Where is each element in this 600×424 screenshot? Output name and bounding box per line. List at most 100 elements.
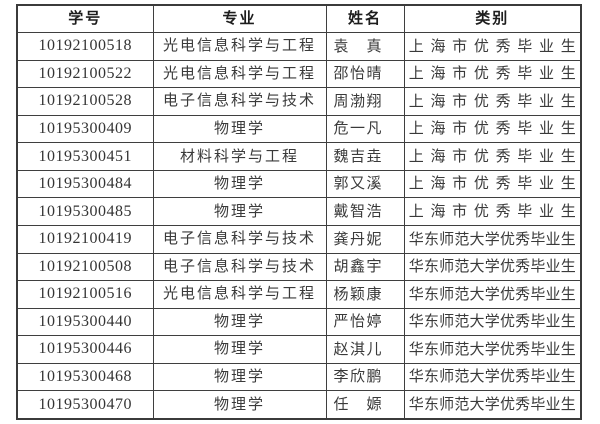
header-row: 学号 专业 姓名 类别 [16,4,582,33]
name-cell: 周渤翔 [325,87,405,116]
name-cell: 严怡婷 [325,307,405,337]
student-id-cell: 10195300409 [16,114,154,144]
table-row: 10192100528 电子信息科学与技术 周渤翔 上海市优秀毕业生 [16,87,582,116]
major-cell: 物理学 [152,307,327,337]
category-cell-text: 华东师范大学优秀毕业生 [408,341,576,358]
category-cell-text: 上海市优秀毕业生 [408,176,576,193]
category-cell-text: 上海市优秀毕业生 [408,203,576,220]
name-cell-text: 赵淇儿 [333,341,382,358]
category-cell: 上海市优秀毕业生 [403,114,582,144]
table-row: 10195300451 材料科学与工程 魏吉垚 上海市优秀毕业生 [16,142,582,171]
category-cell-text: 上海市优秀毕业生 [408,93,576,110]
category-cell-text: 上海市优秀毕业生 [408,148,576,165]
name-cell: 赵淇儿 [325,335,405,364]
table-row: 10195300470 物理学 任嫄 华东师范大学优秀毕业生 [16,390,582,420]
name-cell: 杨颖康 [325,280,405,309]
name-cell-text: 邵怡晴 [333,66,382,83]
header-category: 类别 [403,4,582,33]
category-cell: 上海市优秀毕业生 [403,197,582,226]
category-cell: 华东师范大学优秀毕业生 [403,335,582,364]
name-cell: 胡鑫宇 [325,252,405,282]
student-id-cell: 10192100419 [16,224,154,254]
table-row: 10195300485 物理学 戴智浩 上海市优秀毕业生 [16,197,582,226]
name-cell-text: 严怡婷 [333,314,382,331]
table-row: 10195300468 物理学 李欣鹏 华东师范大学优秀毕业生 [16,362,582,392]
table-row: 10195300484 物理学 郭又溪 上海市优秀毕业生 [16,169,582,199]
category-cell-text: 华东师范大学优秀毕业生 [408,286,576,303]
category-cell: 上海市优秀毕业生 [403,59,582,89]
student-id-cell: 10195300484 [16,169,154,199]
major-cell: 光电信息科学与工程 [152,32,327,61]
major-cell: 电子信息科学与技术 [152,224,327,254]
student-id-cell: 10195300451 [16,142,154,171]
name-cell: 李欣鹏 [325,362,405,392]
student-id-cell: 10195300470 [16,390,154,420]
major-cell: 电子信息科学与技术 [152,87,327,116]
category-cell: 上海市优秀毕业生 [403,87,582,116]
student-id-cell: 10192100508 [16,252,154,282]
name-cell: 邵怡晴 [325,59,405,89]
student-id-cell: 10195300440 [16,307,154,337]
category-cell: 华东师范大学优秀毕业生 [403,280,582,309]
category-cell-text: 上海市优秀毕业生 [408,121,576,138]
category-cell: 华东师范大学优秀毕业生 [403,224,582,254]
student-id-cell: 10192100528 [16,87,154,116]
category-cell: 上海市优秀毕业生 [403,169,582,199]
name-cell: 任嫄 [325,390,405,420]
table-row: 10192100516 光电信息科学与工程 杨颖康 华东师范大学优秀毕业生 [16,280,582,309]
student-id-cell: 10195300468 [16,362,154,392]
category-cell: 华东师范大学优秀毕业生 [403,390,582,420]
name-cell-text: 戴智浩 [333,203,382,220]
header-name: 姓名 [325,4,405,33]
table-row: 10195300409 物理学 危一凡 上海市优秀毕业生 [16,114,582,144]
name-cell-text: 胡鑫宇 [333,259,382,276]
name-cell-text: 袁真 [333,38,382,55]
category-cell: 上海市优秀毕业生 [403,142,582,171]
header-major: 专业 [152,4,327,33]
major-cell: 物理学 [152,169,327,199]
name-cell: 袁真 [325,32,405,61]
major-cell: 物理学 [152,362,327,392]
major-cell: 物理学 [152,390,327,420]
header-student-id: 学号 [16,4,154,33]
name-cell-text: 危一凡 [333,121,382,138]
name-cell: 戴智浩 [325,197,405,226]
category-cell: 华东师范大学优秀毕业生 [403,307,582,337]
table-row: 10192100508 电子信息科学与技术 胡鑫宇 华东师范大学优秀毕业生 [16,252,582,282]
table-row: 10192100518 光电信息科学与工程 袁真 上海市优秀毕业生 [16,32,582,61]
category-cell: 华东师范大学优秀毕业生 [403,362,582,392]
category-cell-text: 华东师范大学优秀毕业生 [408,259,576,276]
major-cell: 材料科学与工程 [152,142,327,171]
major-cell: 光电信息科学与工程 [152,59,327,89]
name-cell: 龚丹妮 [325,224,405,254]
category-cell-text: 上海市优秀毕业生 [408,66,576,83]
category-cell-text: 华东师范大学优秀毕业生 [408,314,576,331]
table-row: 10192100522 光电信息科学与工程 邵怡晴 上海市优秀毕业生 [16,59,582,89]
name-cell-text: 杨颖康 [333,286,382,303]
table-row: 10195300440 物理学 严怡婷 华东师范大学优秀毕业生 [16,307,582,337]
category-cell-text: 上海市优秀毕业生 [408,38,576,55]
category-cell-text: 华东师范大学优秀毕业生 [408,231,576,248]
student-id-cell: 10192100522 [16,59,154,89]
graduates-table: 学号 专业 姓名 类别 10192100518 光电信息科学与工程 袁真上海市优秀毕… [16,4,582,420]
name-cell-text: 周渤翔 [333,93,382,110]
category-cell-text: 华东师范大学优秀毕业生 [408,369,576,386]
category-cell: 上海市优秀毕业生 [403,32,582,61]
name-cell: 魏吉垚 [325,142,405,171]
table-header: 学号 专业 姓名 类别 [16,4,582,33]
table-row: 10195300446 物理学 赵淇儿 华东师范大学优秀毕业生 [16,335,582,364]
name-cell-text: 郭又溪 [333,176,382,193]
name-cell-text: 魏吉垚 [333,148,382,165]
student-id-cell: 10192100518 [16,32,154,61]
major-cell: 电子信息科学与技术 [152,252,327,282]
table-body: 10192100518 光电信息科学与工程 袁真 上海市优秀毕业生 1019210052… [16,32,582,420]
student-id-cell: 10192100516 [16,280,154,309]
major-cell: 物理学 [152,197,327,226]
name-cell-text: 任嫄 [333,396,382,413]
name-cell-text: 龚丹妮 [333,231,382,248]
category-cell-text: 华东师范大学优秀毕业生 [408,396,576,413]
table-row: 10192100419 电子信息科学与技术 龚丹妮 华东师范大学优秀毕业生 [16,224,582,254]
major-cell: 物理学 [152,114,327,144]
name-cell: 郭又溪 [325,169,405,199]
